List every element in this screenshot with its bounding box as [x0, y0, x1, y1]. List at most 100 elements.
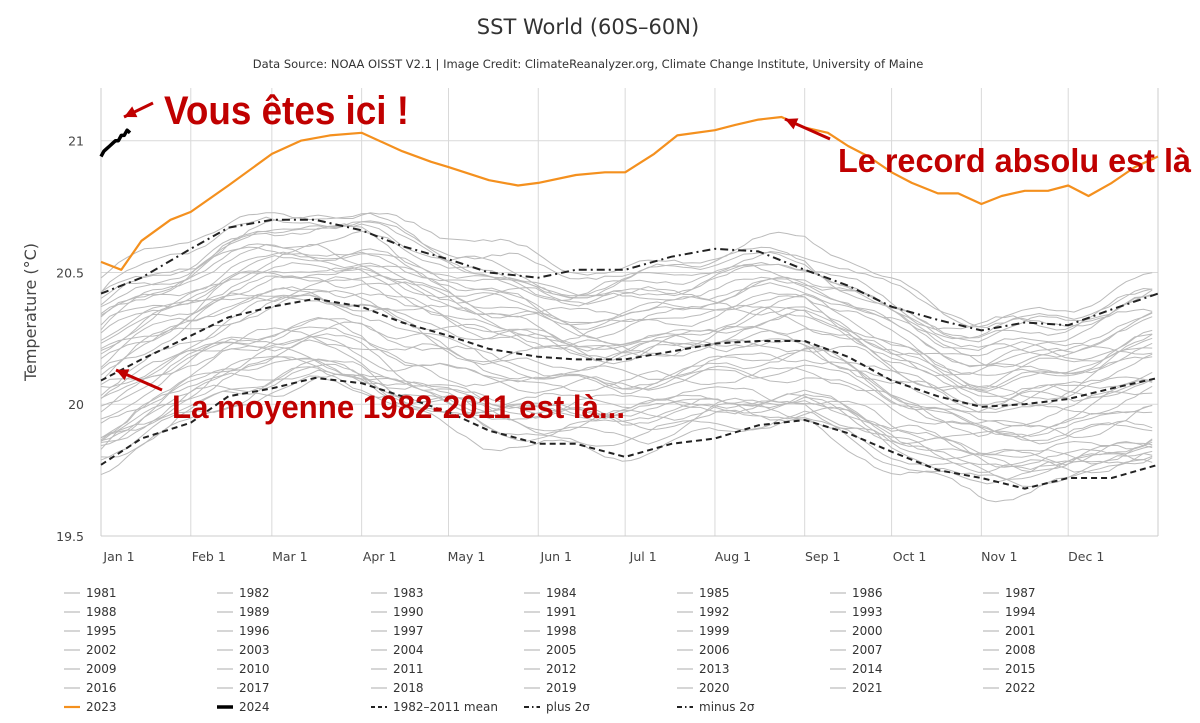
- year-line-1988: [100, 358, 1153, 480]
- legend-label: 2012: [546, 662, 577, 676]
- legend-item-2019[interactable]: 2019: [524, 681, 577, 695]
- legend-label: 2013: [699, 662, 730, 676]
- legend-item-2001[interactable]: 2001: [983, 624, 1036, 638]
- legend-item-1986[interactable]: 1986: [830, 586, 883, 600]
- annotation-arrow-head: [116, 369, 130, 381]
- annotations: Vous êtes ici ! Le record absolu est là La…: [115, 89, 1192, 425]
- legend-item-1996[interactable]: 1996: [217, 624, 270, 638]
- legend-item-2016[interactable]: 2016: [64, 681, 117, 695]
- year-line-2019: [100, 223, 1153, 340]
- legend-label: 2015: [1005, 662, 1036, 676]
- legend-item-1981[interactable]: 1981: [64, 586, 117, 600]
- x-tick-label: Jan 1: [102, 549, 134, 564]
- annotation-text: Vous êtes ici !: [164, 89, 409, 133]
- x-tick-label: Jul 1: [629, 549, 657, 564]
- legend: 1981 1982 1983 1984 1985 1986 1987 1988 1989 1990…: [64, 586, 1036, 714]
- legend-item-2015[interactable]: 2015: [983, 662, 1036, 676]
- legend-item-2000[interactable]: 2000: [830, 624, 883, 638]
- legend-label: 1981: [86, 586, 117, 600]
- year-line-1989: [100, 339, 1153, 458]
- legend-item-1982[interactable]: 1982: [217, 586, 270, 600]
- x-tick-label: May 1: [448, 549, 486, 564]
- legend-item-2010[interactable]: 2010: [217, 662, 270, 676]
- legend-item-2004[interactable]: 2004: [371, 643, 424, 657]
- legend-label: 2014: [852, 662, 883, 676]
- legend-label: 1985: [699, 586, 730, 600]
- legend-item-2008[interactable]: 2008: [983, 643, 1036, 657]
- legend-item-2009[interactable]: 2009: [64, 662, 117, 676]
- background-year-lines: [100, 212, 1153, 503]
- legend-label: 2016: [86, 681, 117, 695]
- y-axis-label: Temperature (°C): [21, 243, 40, 382]
- year-line-2018: [100, 223, 1153, 331]
- annotation-arrow-head: [785, 118, 799, 130]
- legend-item-1997[interactable]: 1997: [371, 624, 424, 638]
- legend-item-1999[interactable]: 1999: [677, 624, 730, 638]
- x-tick-label: Sep 1: [805, 549, 841, 564]
- legend-item-2021[interactable]: 2021: [830, 681, 883, 695]
- legend-item-2014[interactable]: 2014: [830, 662, 883, 676]
- x-axis-ticks: Jan 1 Feb 1 Mar 1 Apr 1 May 1 Jun 1 Jul 1 Aug 1…: [102, 549, 1104, 564]
- legend-item-1989[interactable]: 1989: [217, 605, 270, 619]
- legend-label: 2023: [86, 700, 117, 714]
- legend-label: 2011: [393, 662, 424, 676]
- legend-label: 1992: [699, 605, 730, 619]
- year-line-1986: [100, 356, 1153, 474]
- legend-label: 1989: [239, 605, 270, 619]
- legend-label: 2007: [852, 643, 883, 657]
- annotation-text: La moyenne 1982-2011 est là...: [172, 389, 625, 425]
- legend-label: 1982: [239, 586, 270, 600]
- legend-item-2003[interactable]: 2003: [217, 643, 270, 657]
- legend-item-1984[interactable]: 1984: [524, 586, 577, 600]
- year-line-1998: [100, 326, 1153, 438]
- legend-item-1987[interactable]: 1987: [983, 586, 1036, 600]
- y-axis-ticks: 19.5 20 20.5 21: [56, 134, 84, 544]
- legend-item-1994[interactable]: 1994: [983, 605, 1036, 619]
- legend-label: 1986: [852, 586, 883, 600]
- legend-item-1995[interactable]: 1995: [64, 624, 117, 638]
- year-line-2016: [100, 230, 1153, 352]
- legend-label: 1999: [699, 624, 730, 638]
- legend-item-2006[interactable]: 2006: [677, 643, 730, 657]
- legend-label: 1982–2011 mean: [393, 700, 498, 714]
- legend-item-2024[interactable]: 2024: [217, 700, 270, 714]
- legend-label: 1996: [239, 624, 270, 638]
- legend-item-2002[interactable]: 2002: [64, 643, 117, 657]
- legend-item-plus-2-[interactable]: plus 2σ: [524, 700, 590, 714]
- legend-item-2022[interactable]: 2022: [983, 681, 1036, 695]
- legend-label: 1987: [1005, 586, 1036, 600]
- legend-label: 2005: [546, 643, 577, 657]
- year-line-1996: [100, 316, 1153, 427]
- legend-item-1992[interactable]: 1992: [677, 605, 730, 619]
- year-line-1997: [100, 321, 1153, 428]
- legend-label: 2000: [852, 624, 883, 638]
- legend-item-2007[interactable]: 2007: [830, 643, 883, 657]
- legend-item-1990[interactable]: 1990: [371, 605, 424, 619]
- y-tick-label: 19.5: [56, 529, 84, 544]
- legend-item-1982-2011-mean[interactable]: 1982–2011 mean: [371, 700, 498, 714]
- legend-label: 1998: [546, 624, 577, 638]
- legend-item-2011[interactable]: 2011: [371, 662, 424, 676]
- x-tick-label: Aug 1: [715, 549, 751, 564]
- legend-item-1983[interactable]: 1983: [371, 586, 424, 600]
- legend-item-2018[interactable]: 2018: [371, 681, 424, 695]
- annotation-arrow-head: [124, 106, 138, 118]
- legend-item-1993[interactable]: 1993: [830, 605, 883, 619]
- year-line-1983: [100, 373, 1153, 488]
- year-line-2014: [100, 246, 1153, 358]
- legend-item-2020[interactable]: 2020: [677, 681, 730, 695]
- legend-item-2017[interactable]: 2017: [217, 681, 270, 695]
- legend-item-2005[interactable]: 2005: [524, 643, 577, 657]
- annotation-text: Le record absolu est là: [838, 142, 1192, 179]
- legend-item-1985[interactable]: 1985: [677, 586, 730, 600]
- highlighted-series: [99, 115, 1159, 490]
- legend-item-1988[interactable]: 1988: [64, 605, 117, 619]
- legend-item-1998[interactable]: 1998: [524, 624, 577, 638]
- legend-label: 2010: [239, 662, 270, 676]
- legend-item-minus-2-[interactable]: minus 2σ: [677, 700, 755, 714]
- legend-item-1991[interactable]: 1991: [524, 605, 577, 619]
- legend-item-2012[interactable]: 2012: [524, 662, 577, 676]
- legend-item-2013[interactable]: 2013: [677, 662, 730, 676]
- series-minus-2-: [100, 376, 1159, 490]
- legend-item-2023[interactable]: 2023: [64, 700, 117, 714]
